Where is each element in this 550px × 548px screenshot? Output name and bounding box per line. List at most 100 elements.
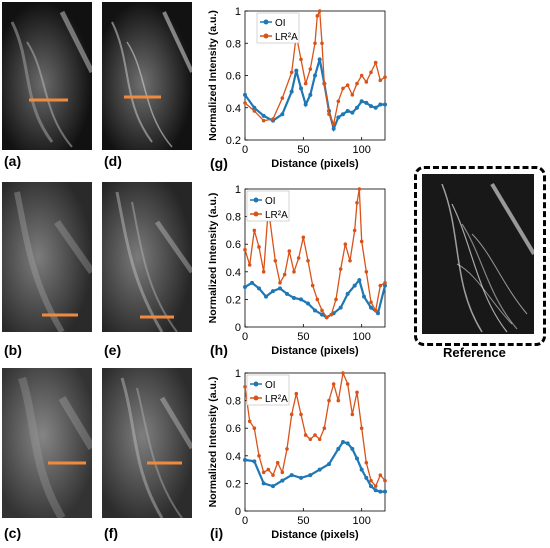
data-point-oi <box>261 481 266 486</box>
data-point-oi <box>345 291 350 296</box>
y-tick-label: 0 <box>235 506 241 518</box>
data-point-oi <box>331 311 336 316</box>
x-tick-label: 100 <box>352 331 370 343</box>
data-point-oi <box>378 102 383 107</box>
data-point-lr2a <box>341 371 345 375</box>
data-point-oi <box>373 105 378 110</box>
image-panel-e <box>102 182 192 332</box>
legend-box <box>246 374 290 406</box>
data-point-lr2a <box>257 454 261 458</box>
data-point-lr2a <box>299 57 303 62</box>
data-point-oi <box>271 118 275 123</box>
data-point-oi <box>336 115 341 120</box>
data-point-lr2a <box>317 9 322 13</box>
data-point-lr2a <box>336 99 341 104</box>
data-point-lr2a <box>285 447 289 451</box>
data-point-oi <box>364 100 369 105</box>
data-point-lr2a <box>289 412 294 417</box>
data-point-lr2a <box>266 467 271 472</box>
data-point-lr2a <box>338 267 343 271</box>
image-d-texture <box>102 2 192 150</box>
legend-marker-lr2a <box>253 211 259 217</box>
data-point-oi <box>369 305 373 310</box>
label-i: (i) <box>210 525 224 541</box>
y-tick-label: 1 <box>235 6 241 18</box>
x-tick-label: 50 <box>297 515 309 527</box>
data-point-oi <box>299 297 303 302</box>
y-tick-label: 1 <box>235 184 241 196</box>
data-point-oi <box>362 294 366 299</box>
data-point-oi <box>289 89 294 94</box>
data-point-oi <box>317 57 322 62</box>
label-f: (f) <box>104 525 118 541</box>
data-point-lr2a <box>313 433 317 437</box>
x-tick-label: 0 <box>242 515 248 527</box>
y-tick-label: 0.6 <box>226 239 241 251</box>
plot-area <box>244 10 386 141</box>
data-point-oi <box>257 286 261 291</box>
y-tick-label: 0.2 <box>226 478 241 490</box>
data-point-lr2a <box>301 235 306 240</box>
x-axis-label: Distance (pixels) <box>271 345 359 357</box>
data-point-lr2a <box>383 478 387 483</box>
x-tick-label: 100 <box>352 515 370 527</box>
x-axis-label: Distance (pixels) <box>271 158 359 170</box>
legend-label-lr2a: LR²A <box>265 210 288 221</box>
data-point-oi <box>359 467 364 472</box>
data-point-oi <box>345 441 350 446</box>
data-point-oi <box>280 112 285 117</box>
data-point-oi <box>317 467 322 472</box>
data-point-lr2a <box>294 33 299 37</box>
data-point-lr2a <box>315 14 320 18</box>
data-point-lr2a <box>310 283 315 288</box>
data-point-oi <box>271 484 275 489</box>
data-point-lr2a <box>303 433 308 437</box>
label-c: (c) <box>4 525 22 541</box>
data-point-lr2a <box>352 228 357 233</box>
data-point-lr2a <box>331 122 336 126</box>
data-point-lr2a <box>280 96 285 100</box>
data-point-lr2a <box>292 270 296 274</box>
data-point-lr2a <box>355 81 359 86</box>
data-point-oi <box>373 488 378 493</box>
data-point-lr2a <box>355 390 359 395</box>
data-point-oi <box>341 112 345 117</box>
legend-label-oi: OI <box>275 18 286 29</box>
data-point-oi <box>338 305 343 310</box>
data-point-lr2a <box>341 86 345 91</box>
series-line-lr2a <box>244 188 386 319</box>
data-point-lr2a <box>327 398 331 403</box>
data-point-oi <box>376 311 380 316</box>
legend-label-oi: OI <box>265 196 276 207</box>
data-point-oi <box>308 473 313 478</box>
data-point-oi <box>378 489 383 494</box>
data-point-lr2a <box>327 112 331 116</box>
data-point-oi <box>294 68 299 73</box>
reference-image <box>422 174 534 334</box>
data-point-lr2a <box>275 460 280 465</box>
data-point-oi <box>355 456 359 461</box>
label-g: (g) <box>210 155 228 171</box>
legend-marker-oi <box>253 381 259 387</box>
image-b-texture <box>2 182 92 332</box>
data-point-lr2a <box>373 308 378 313</box>
data-point-oi <box>327 462 331 467</box>
data-point-lr2a <box>324 315 329 320</box>
data-point-lr2a <box>243 101 247 105</box>
data-point-lr2a <box>378 78 383 83</box>
label-h: (h) <box>210 342 228 358</box>
data-point-lr2a <box>313 41 317 46</box>
data-point-oi <box>383 283 387 288</box>
y-tick-label: 0.2 <box>226 294 241 306</box>
label-b: (b) <box>4 342 22 358</box>
data-point-oi <box>324 315 329 320</box>
data-point-lr2a <box>357 187 362 191</box>
data-point-lr2a <box>252 228 257 233</box>
y-axis-label: Normalized Intensity (a.u.) <box>207 10 219 141</box>
data-point-oi <box>350 110 355 115</box>
data-point-lr2a <box>355 201 359 205</box>
data-point-lr2a <box>364 270 369 274</box>
data-point-lr2a <box>266 206 271 211</box>
image-e-texture <box>102 182 192 332</box>
data-point-lr2a <box>334 297 338 302</box>
